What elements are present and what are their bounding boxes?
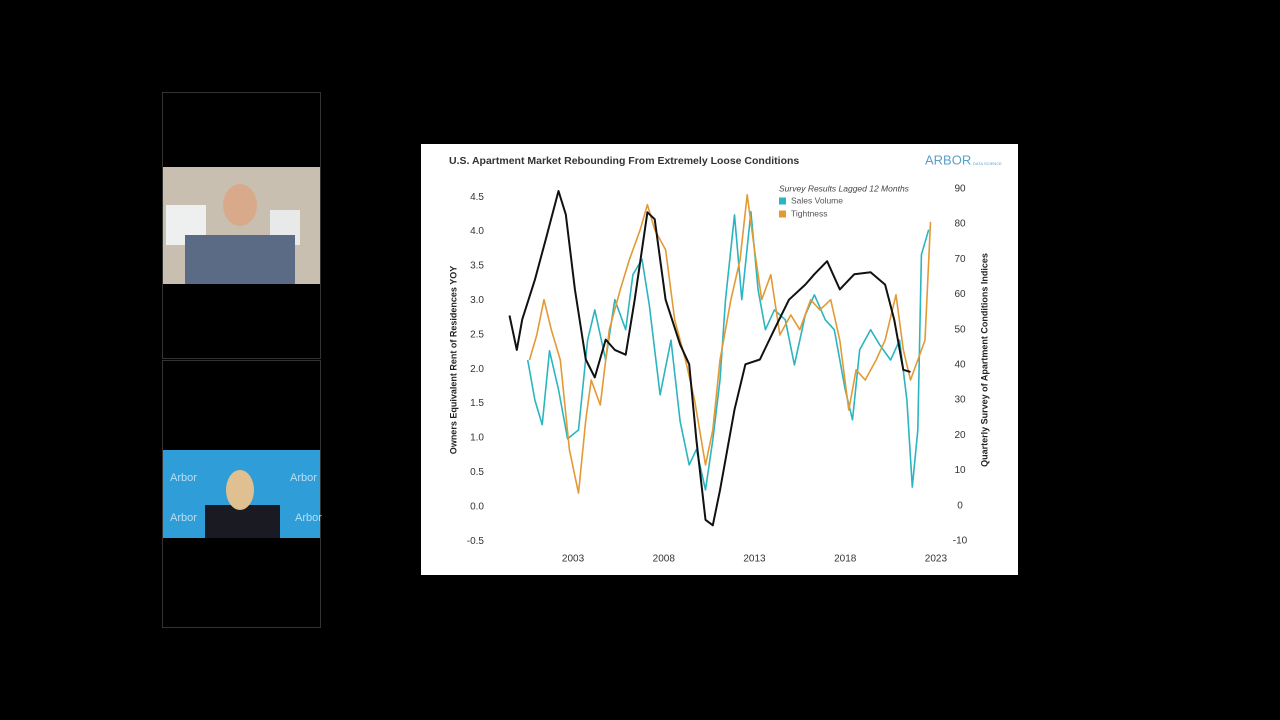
y2-tick-label: 20 <box>954 430 966 441</box>
series-line <box>508 190 911 527</box>
legend-title: Survey Results Lagged 12 Months <box>779 183 910 193</box>
y2-tick-label: -10 <box>953 536 968 547</box>
legend-swatch <box>779 210 786 218</box>
y-tick-label: 2.5 <box>470 329 484 340</box>
y-tick-label: 1.5 <box>470 398 484 409</box>
y2-tick-label: 60 <box>954 289 966 300</box>
legend-label: Sales Volume <box>791 195 843 205</box>
y2-tick-label: 0 <box>957 500 963 511</box>
series-line <box>528 194 932 494</box>
y2-tick-label: 10 <box>954 465 966 476</box>
brand-logo: ARBOR <box>925 152 971 167</box>
person <box>223 184 257 226</box>
chart-title: U.S. Apartment Market Rebounding From Ex… <box>449 155 799 167</box>
y2-tick-label: 80 <box>954 219 966 230</box>
y-tick-label: 2.0 <box>470 364 484 375</box>
person <box>185 235 295 284</box>
legend-label: Tightness <box>791 208 828 218</box>
legend-swatch <box>779 197 786 205</box>
brand-subtitle: DATA SCIENCE <box>973 161 1002 166</box>
backdrop-logo: Arbor <box>170 472 197 484</box>
x-tick-label: 2008 <box>653 554 676 565</box>
video-participant-1[interactable] <box>163 167 320 284</box>
video-participant-2[interactable] <box>163 450 320 538</box>
backdrop-logo: Arbor <box>170 512 197 524</box>
backdrop-logo: Arbor <box>290 472 317 484</box>
series-line <box>526 210 930 491</box>
y2-tick-label: 50 <box>954 324 966 335</box>
y-tick-label: 0.0 <box>470 501 484 512</box>
y-tick-label: 0.5 <box>470 467 484 478</box>
x-tick-label: 2023 <box>925 554 948 565</box>
y-tick-label: 4.0 <box>470 226 484 237</box>
x-tick-label: 2018 <box>834 554 857 565</box>
y2-tick-label: 90 <box>954 183 966 194</box>
y-axis-title: Owners Equivalent Rent of Residences YOY <box>448 266 458 454</box>
backdrop-logo: Arbor <box>295 512 322 524</box>
person <box>205 505 280 538</box>
y-tick-label: 4.5 <box>470 192 484 203</box>
y2-axis-title: Quarterly Survey of Apartment Conditions… <box>979 253 989 467</box>
y-tick-label: 1.0 <box>470 433 484 444</box>
y-tick-label: 3.5 <box>470 261 484 272</box>
y-tick-label: 3.0 <box>470 295 484 306</box>
y2-tick-label: 40 <box>954 360 966 371</box>
person <box>226 470 254 510</box>
y-tick-label: -0.5 <box>467 536 485 547</box>
x-tick-label: 2003 <box>562 554 585 565</box>
y2-tick-label: 70 <box>954 254 966 265</box>
y2-tick-label: 30 <box>954 395 966 406</box>
x-tick-label: 2013 <box>743 554 766 565</box>
